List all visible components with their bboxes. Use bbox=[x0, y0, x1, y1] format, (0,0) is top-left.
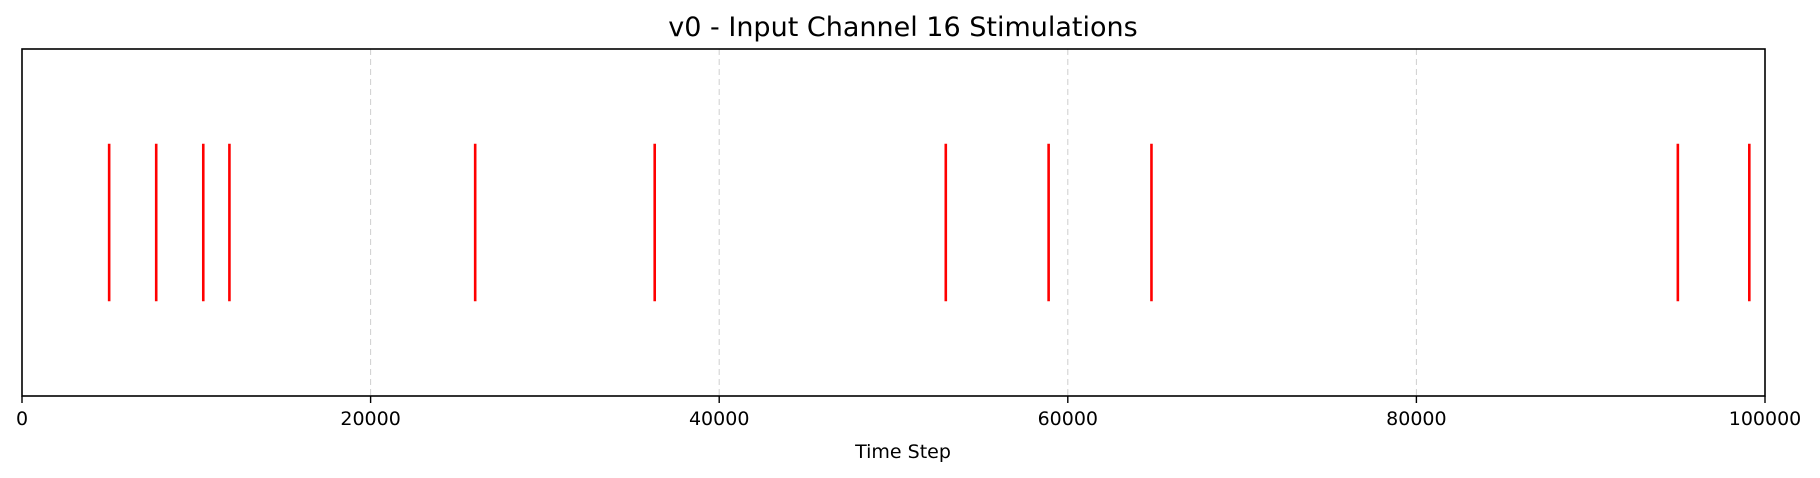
x-tick-label: 0 bbox=[16, 408, 28, 430]
x-axis-ticks: 0 20000 40000 60000 80000 100000 bbox=[16, 396, 1801, 430]
plot-frame bbox=[21, 48, 1766, 397]
event-markers bbox=[107, 143, 1751, 302]
x-tick-label: 20000 bbox=[340, 408, 400, 430]
x-tick-label: 100000 bbox=[1729, 408, 1802, 430]
x-tick-label: 40000 bbox=[689, 408, 749, 430]
x-tick-label: 60000 bbox=[1038, 408, 1098, 430]
x-tick-label: 80000 bbox=[1386, 408, 1446, 430]
chart-title: v0 - Input Channel 16 Stimulations bbox=[668, 12, 1137, 43]
grid-lines bbox=[370, 49, 1417, 396]
x-axis-label: Time Step bbox=[854, 441, 951, 463]
